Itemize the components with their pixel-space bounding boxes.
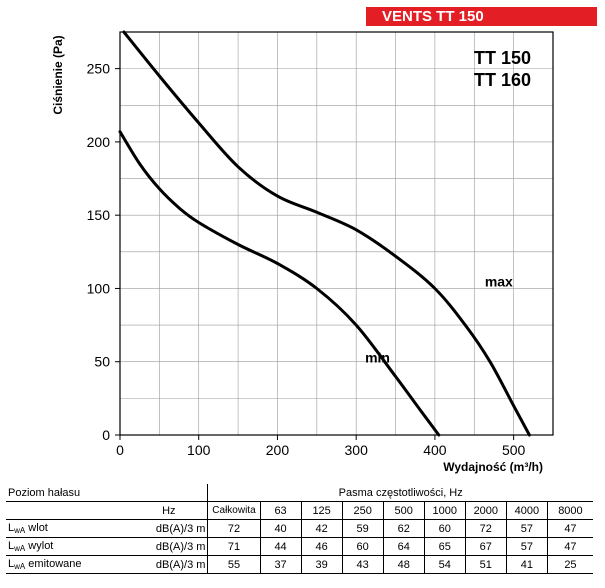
table-cell: 54 xyxy=(423,555,466,574)
table-cell: 43 xyxy=(341,555,384,574)
table-cell: 72 xyxy=(464,519,507,538)
noise-title: Poziom hałasu xyxy=(6,484,131,502)
table-cell: 48 xyxy=(382,555,425,574)
table-cell: 37 xyxy=(259,555,302,574)
x-tick-label: 400 xyxy=(423,442,447,458)
column-header: 250 xyxy=(341,501,384,520)
table-cell: 55 xyxy=(207,555,261,574)
series-label-min: min xyxy=(365,350,390,366)
column-header: 4000 xyxy=(505,501,548,520)
table-cell: 39 xyxy=(300,555,343,574)
y-tick-label: 200 xyxy=(87,134,111,150)
column-header: 125 xyxy=(300,501,343,520)
table-cell: 65 xyxy=(423,537,466,556)
column-header: 1000 xyxy=(423,501,466,520)
table-cell: 51 xyxy=(464,555,507,574)
table-row: LwA wlot dB(A)/3 m 72 40 42 59 62 60 72 57 47 xyxy=(6,519,593,538)
row-unit: dB(A)/3 m xyxy=(130,519,208,538)
plot-frame xyxy=(119,31,554,436)
chart-panel: 0 100 200 300 400 500 0 50 100 150 200 250 Wydajność… xyxy=(51,7,597,474)
table-row: LwA wylot dB(A)/3 m 71 44 46 60 64 65 67 57 47 xyxy=(6,537,593,556)
table-cell: 62 xyxy=(382,519,425,538)
table-cell: 44 xyxy=(259,537,302,556)
row-unit: dB(A)/3 m xyxy=(130,555,208,574)
table-cell: 46 xyxy=(300,537,343,556)
y-tick-label: 50 xyxy=(94,354,110,370)
x-tick-label: 0 xyxy=(116,442,124,458)
table-cell: 64 xyxy=(382,537,425,556)
series-line-max xyxy=(122,30,531,437)
x-tick-label: 200 xyxy=(266,442,290,458)
row-label: LwA emitowane xyxy=(6,555,131,574)
x-axis-label: Wydajność (m³/h) xyxy=(443,460,543,474)
table-cell: 47 xyxy=(546,537,593,556)
column-header: 63 xyxy=(259,501,302,520)
table-cell: 57 xyxy=(505,519,548,538)
series-line-min xyxy=(118,130,441,437)
table-cell: 59 xyxy=(341,519,384,538)
table-cell: 42 xyxy=(300,519,343,538)
noise-table: Poziom hałasu Pasma częstotliwości, Hz H… xyxy=(6,484,593,574)
column-header: Całkowita xyxy=(207,501,261,520)
series-label-max: max xyxy=(485,273,513,289)
table-cell: 72 xyxy=(207,519,261,538)
table-cell: 60 xyxy=(423,519,466,538)
table-cell: 41 xyxy=(505,555,548,574)
x-tick-label: 300 xyxy=(345,442,369,458)
y-axis-label: Ciśnienie (Pa) xyxy=(51,35,65,114)
table-cell: 25 xyxy=(546,555,593,574)
performance-chart: 0 100 200 300 400 500 0 50 100 150 200 250 Wydajność… xyxy=(51,30,554,474)
table-cell: 47 xyxy=(546,519,593,538)
x-tick-label: 500 xyxy=(502,442,526,458)
model-badge: VENTS TT 150 xyxy=(366,7,597,26)
column-header: 500 xyxy=(382,501,425,520)
y-tick-label: 250 xyxy=(87,61,111,77)
table-cell: 67 xyxy=(464,537,507,556)
column-header-row: Hz Całkowita 63 125 250 500 1000 2000 4000 8000 xyxy=(6,501,593,520)
model-label-2: TT 160 xyxy=(474,70,532,90)
row-label: LwA wlot xyxy=(6,519,131,538)
table-cell: 71 xyxy=(207,537,261,556)
column-header: 8000 xyxy=(546,501,593,520)
table-cell: 40 xyxy=(259,519,302,538)
table-cell: 57 xyxy=(505,537,548,556)
column-header: 2000 xyxy=(464,501,507,520)
row-label: LwA wylot xyxy=(6,537,131,556)
bands-title: Pasma częstotliwości, Hz xyxy=(207,484,593,502)
hz-label: Hz xyxy=(130,501,208,520)
table-cell: 60 xyxy=(341,537,384,556)
row-unit: dB(A)/3 m xyxy=(130,537,208,556)
model-label-1: TT 150 xyxy=(474,48,532,68)
table-row: LwA emitowane dB(A)/3 m 55 37 39 43 48 54 51 41 25 xyxy=(6,555,593,574)
y-tick-label: 150 xyxy=(87,207,111,223)
x-tick-label: 100 xyxy=(187,442,211,458)
y-tick-label: 100 xyxy=(87,280,111,296)
y-tick-label: 0 xyxy=(102,427,110,443)
